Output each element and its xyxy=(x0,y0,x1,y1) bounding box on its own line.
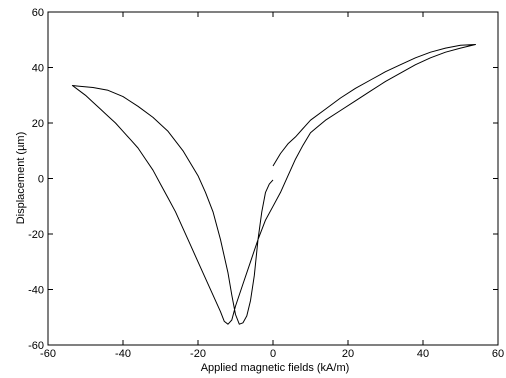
x-tick-label: -20 xyxy=(190,348,206,360)
x-tick-label: 60 xyxy=(492,348,504,360)
axes-frame xyxy=(47,11,499,346)
y-tick-label: -60 xyxy=(28,340,44,352)
y-tick-label: 0 xyxy=(38,174,44,186)
x-tick-label: -40 xyxy=(115,348,131,360)
plot-area: -60 -40 -20 0 20 40 60 -60 -40 -20 0 20 40 60 xyxy=(28,7,504,360)
y-axis-label: Displacement (µm) xyxy=(15,132,27,225)
y-tick-label: 40 xyxy=(32,63,44,75)
x-tick-label: 40 xyxy=(417,348,429,360)
hysteresis-curve xyxy=(71,44,476,325)
x-axis-label: Applied magnetic fields (kA/m) xyxy=(201,362,350,374)
x-tick-label: 20 xyxy=(342,348,354,360)
y-tick-label: 20 xyxy=(32,118,44,130)
x-tick-label: 0 xyxy=(270,348,276,360)
x-tick-label: -60 xyxy=(40,348,56,360)
y-tick-label: 60 xyxy=(32,7,44,19)
y-tick-label: -20 xyxy=(28,229,44,241)
y-tick-label: -40 xyxy=(28,285,44,297)
